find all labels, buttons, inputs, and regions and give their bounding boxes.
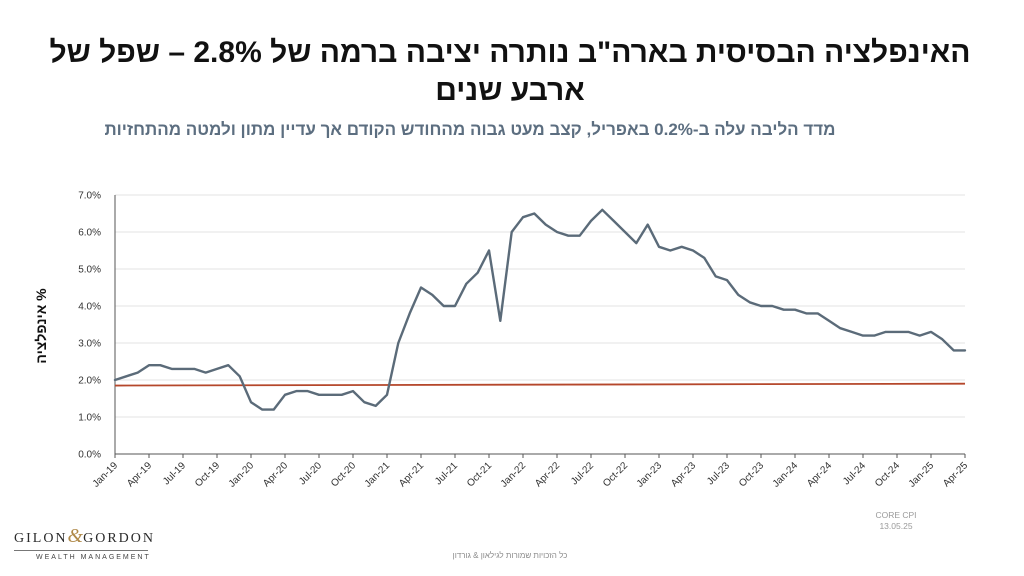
y-tick-label: 4.0% bbox=[78, 302, 101, 313]
y-tick-label: 7.0% bbox=[78, 191, 101, 202]
x-tick-label: Apr-20 bbox=[261, 460, 290, 489]
logo-divider bbox=[14, 550, 148, 551]
x-tick-label: Jan-25 bbox=[907, 460, 937, 490]
x-tick-label: Oct-24 bbox=[873, 460, 902, 489]
reference-line bbox=[114, 382, 966, 387]
x-tick-label: Jan-21 bbox=[363, 460, 393, 490]
x-tick-label: Jul-20 bbox=[297, 460, 324, 487]
series bbox=[113, 208, 967, 411]
y-tick-label: 2.0% bbox=[78, 376, 101, 387]
y-tick-label: 3.0% bbox=[78, 339, 101, 350]
source-name: CORE CPI bbox=[875, 510, 917, 520]
chart-subtitle: מדד הליבה עלה ב-0.2% באפריל, קצב מעט גבו… bbox=[104, 120, 836, 139]
x-tick-label: Apr-21 bbox=[397, 460, 426, 489]
core-cpi-line bbox=[113, 208, 967, 411]
logo-name-left: GILON bbox=[14, 531, 68, 546]
x-tick-label: Oct-19 bbox=[193, 460, 222, 489]
y-tick-label: 6.0% bbox=[78, 228, 101, 239]
brand-logo: GILON&GORDON WEALTH MANAGEMENT bbox=[14, 525, 154, 561]
x-tick-label: Jul-21 bbox=[433, 460, 460, 487]
x-tick-label: Apr-24 bbox=[805, 460, 834, 489]
x-tick-label: Oct-20 bbox=[329, 460, 358, 489]
y-tick-label: 5.0% bbox=[78, 265, 101, 276]
source-date: 13.05.25 bbox=[879, 521, 913, 531]
y-tick-labels: 0.0% 1.0% 2.0% 3.0% 4.0% 5.0% 6.0% 7.0% bbox=[78, 191, 101, 461]
chart-title: האינפלציה הבסיסית בארה"ב נותרה יציבה ברמ… bbox=[49, 36, 971, 107]
x-tick-label: Apr-22 bbox=[533, 460, 562, 489]
x-tick-label: Apr-19 bbox=[125, 460, 154, 489]
x-tick-labels: Jan-19 Apr-19 Jul-19 Oct-19 Jan-20 Apr-20 Jul-… bbox=[91, 460, 971, 490]
x-tick-label: Apr-23 bbox=[669, 460, 698, 489]
y-tick-label: 1.0% bbox=[78, 413, 101, 424]
logo-name-right: GORDON bbox=[83, 531, 155, 546]
x-tick-label: Jan-19 bbox=[91, 460, 121, 490]
copyright-footer: כל הזכויות שמורות לגילאון & גורדון bbox=[452, 551, 568, 560]
y-tick-label: 0.0% bbox=[78, 450, 101, 461]
x-tick-label: Jan-24 bbox=[771, 460, 801, 490]
x-tick-label: Jul-23 bbox=[705, 460, 732, 487]
logo-tagline: WEALTH MANAGEMENT bbox=[36, 554, 151, 561]
x-tick-label: Oct-21 bbox=[465, 460, 494, 489]
source-note: CORE CPI 13.05.25 bbox=[856, 510, 936, 532]
x-tick-label: Jan-22 bbox=[499, 460, 529, 490]
x-tick-label: Jan-23 bbox=[635, 460, 665, 490]
logo-ampersand: & bbox=[67, 525, 84, 547]
gridlines bbox=[115, 194, 965, 418]
x-tick-label: Jan-20 bbox=[227, 460, 257, 490]
logo-wordmark: GILON&GORDON bbox=[14, 525, 154, 548]
x-tick-label: Oct-22 bbox=[601, 460, 630, 489]
x-tick-label: Jul-22 bbox=[569, 460, 596, 487]
axes bbox=[114, 195, 966, 458]
y-axis-label: % אינפלציה bbox=[33, 288, 49, 364]
x-tick-label: Oct-23 bbox=[737, 460, 766, 489]
x-tick-label: Apr-25 bbox=[941, 460, 970, 489]
x-tick-label: Jul-19 bbox=[161, 460, 188, 487]
x-tick-label: Jul-24 bbox=[841, 460, 868, 487]
